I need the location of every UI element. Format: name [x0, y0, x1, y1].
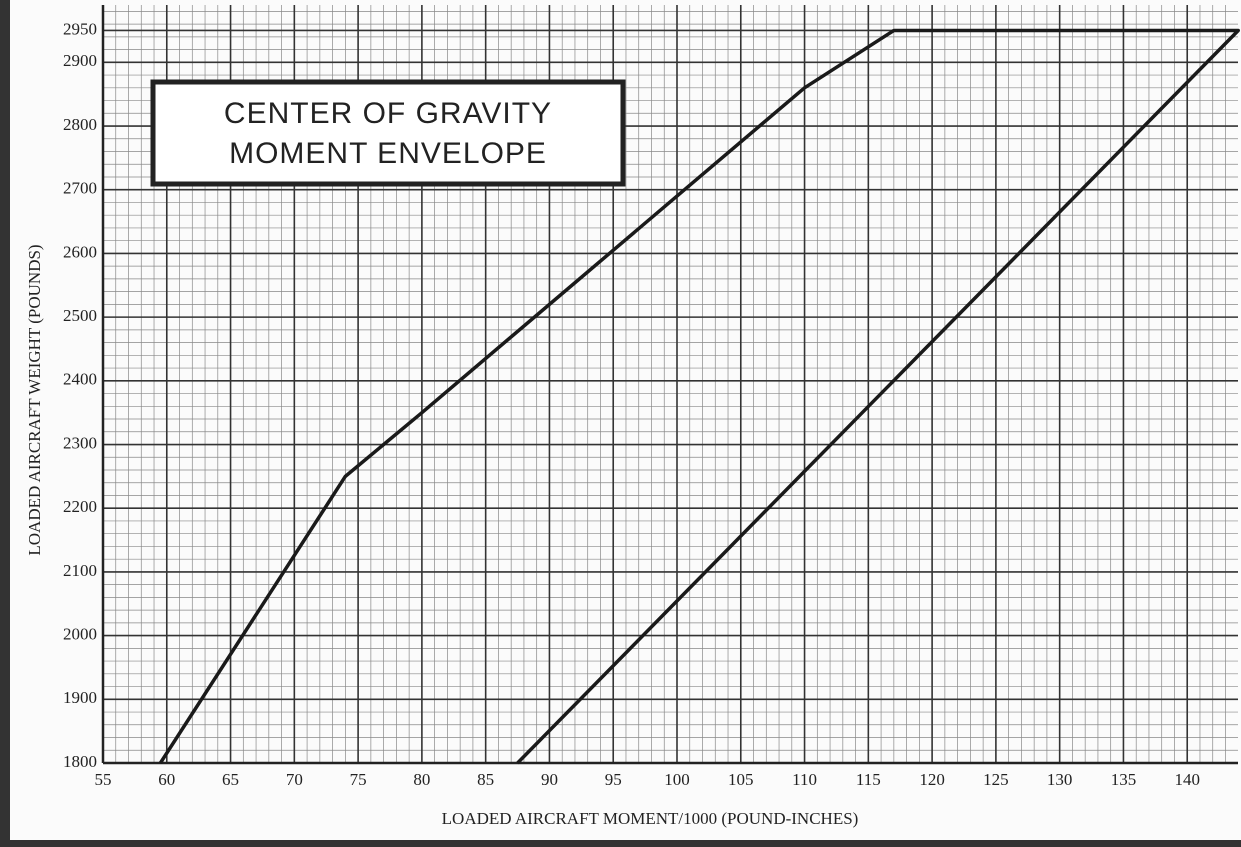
- x-tick-label: 55: [95, 770, 112, 789]
- x-tick-label: 130: [1047, 770, 1073, 789]
- x-tick-label: 105: [728, 770, 754, 789]
- plot: [158, 28, 1240, 765]
- x-tick-label: 85: [477, 770, 494, 789]
- y-tick-label: 2600: [63, 242, 97, 261]
- y-axis-label: LOADED AIRCRAFT WEIGHT (POUNDS): [25, 244, 44, 555]
- left-border: [0, 0, 10, 847]
- x-tick-label: 90: [541, 770, 558, 789]
- x-tick-label: 135: [1111, 770, 1137, 789]
- chart-title: MOMENT ENVELOPE: [229, 137, 547, 170]
- y-tick-label: 2500: [63, 306, 97, 325]
- grid: [101, 5, 1238, 765]
- x-tick-label: 75: [350, 770, 367, 789]
- x-tick-label: 95: [605, 770, 622, 789]
- bottom-border: [0, 840, 1241, 847]
- y-tick-label: 1800: [63, 752, 97, 771]
- y-tick-label: 2300: [63, 433, 97, 452]
- x-tick-label: 65: [222, 770, 239, 789]
- x-tick-label: 140: [1174, 770, 1200, 789]
- title-box: [150, 79, 626, 187]
- y-tick-label: 2800: [63, 115, 97, 134]
- envelope-line: [158, 28, 1240, 765]
- x-tick-label: 115: [856, 770, 881, 789]
- x-tick-label: 80: [413, 770, 430, 789]
- chart-title: CENTER OF GRAVITY: [224, 97, 552, 130]
- x-tick-label: 110: [792, 770, 817, 789]
- y-tick-label: 2200: [63, 497, 97, 516]
- y-tick-label: 2000: [63, 625, 97, 644]
- x-tick-label: 120: [919, 770, 945, 789]
- y-tick-label: 2100: [63, 561, 97, 580]
- y-tick-label: 2950: [63, 19, 97, 38]
- x-tick-label: 100: [664, 770, 690, 789]
- x-tick-label: 70: [286, 770, 303, 789]
- y-tick-label: 1900: [63, 688, 97, 707]
- y-tick-label: 2400: [63, 370, 97, 389]
- y-tick-label: 2900: [63, 51, 97, 70]
- x-tick-label: 125: [983, 770, 1009, 789]
- y-tick-label: 2700: [63, 179, 97, 198]
- x-tick-label: 60: [158, 770, 175, 789]
- x-axis-label: LOADED AIRCRAFT MOMENT/1000 (POUND-INCHE…: [442, 809, 859, 828]
